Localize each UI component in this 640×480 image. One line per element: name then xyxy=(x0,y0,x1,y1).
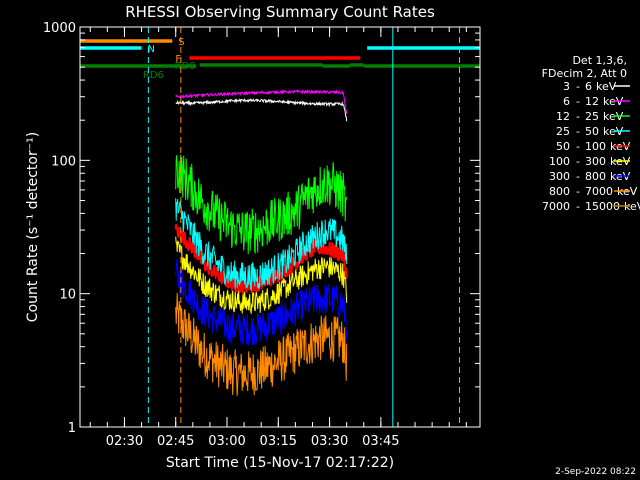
x-tick-label: 02:45 xyxy=(157,434,194,449)
x-tick-label: 03:45 xyxy=(362,434,399,449)
state-bar-label: N xyxy=(148,44,155,55)
series-traces xyxy=(174,88,348,396)
plot-frame xyxy=(79,26,481,428)
trace-12-25kev xyxy=(175,154,348,255)
trace-800-7000kev xyxy=(175,293,348,396)
legend-label: 6 xyxy=(585,80,592,93)
legend-label: - xyxy=(576,185,580,198)
legend-label: - xyxy=(576,110,580,123)
state-bar-label: RD6 xyxy=(143,70,164,81)
y-tick-label: 1 xyxy=(68,421,76,436)
legend-label: 12 xyxy=(556,110,570,123)
y-tick-label: 1000 xyxy=(43,21,76,36)
y-axis: 1 10 100 1000 xyxy=(43,21,480,436)
trace-25-50kev xyxy=(175,198,348,291)
x-axis-label: Start Time (15-Nov-17 02:17:22) xyxy=(166,455,394,471)
legend-label: 50 xyxy=(585,125,599,138)
y-tick-label: 10 xyxy=(59,288,76,303)
legend-label: - xyxy=(576,95,580,108)
legend-label: - xyxy=(576,80,580,93)
legend-label: 300 xyxy=(549,170,570,183)
chart-title: RHESSI Observing Summary Count Rates xyxy=(125,3,435,21)
legend-label: - xyxy=(576,125,580,138)
state-bar-label: S xyxy=(178,37,184,48)
trace-300-800kev xyxy=(175,259,348,346)
legend-label: keV xyxy=(603,125,624,138)
legend-label: - xyxy=(576,200,580,213)
legend-label: 25 xyxy=(585,110,599,123)
state-bar-label: F xyxy=(175,54,181,65)
legend-label: keV xyxy=(603,110,624,123)
legend-label: 7000 xyxy=(585,185,613,198)
x-tick-label: 03:30 xyxy=(311,434,348,449)
legend-label: 800 xyxy=(585,170,606,183)
legend-label: 800 xyxy=(549,185,570,198)
legend-label: 25 xyxy=(556,125,570,138)
state-bars: SNFRD0RD6 xyxy=(80,37,480,81)
legend-header: FDecim 2, Att 0 xyxy=(542,67,627,80)
legend-label: keV xyxy=(603,95,624,108)
legend-label: 6 xyxy=(563,95,570,108)
legend-label: 3 xyxy=(563,80,570,93)
legend-label: keV xyxy=(624,200,640,213)
x-axis: 02:30 02:45 03:00 03:15 03:30 03:45 xyxy=(89,27,467,449)
trace-100-300kev xyxy=(175,236,348,314)
footer-date: 2-Sep-2022 08:22 xyxy=(555,467,636,477)
legend-label: - xyxy=(576,155,580,168)
legend-label: 100 xyxy=(549,155,570,168)
legend-label: 15000 xyxy=(585,200,620,213)
trace-6-12kev xyxy=(175,88,348,114)
trace-3-6kev xyxy=(175,97,348,122)
legend-label: 12 xyxy=(585,95,599,108)
x-tick-label: 03:15 xyxy=(260,434,297,449)
legend-label: 100 xyxy=(585,140,606,153)
y-axis-label: Count Rate (s⁻¹ detector⁻¹) xyxy=(25,132,41,322)
vertical-markers xyxy=(147,27,460,427)
y-tick-label: 100 xyxy=(51,154,76,169)
legend-header: Det 1,3,6, xyxy=(572,54,627,67)
legend-label: keV xyxy=(596,80,617,93)
legend-label: 300 xyxy=(585,155,606,168)
legend-label: - xyxy=(576,170,580,183)
legend-label: 7000 xyxy=(542,200,570,213)
x-tick-label: 03:00 xyxy=(208,434,245,449)
legend-label: 50 xyxy=(556,140,570,153)
legend-label: - xyxy=(576,140,580,153)
x-tick-label: 02:30 xyxy=(106,434,143,449)
